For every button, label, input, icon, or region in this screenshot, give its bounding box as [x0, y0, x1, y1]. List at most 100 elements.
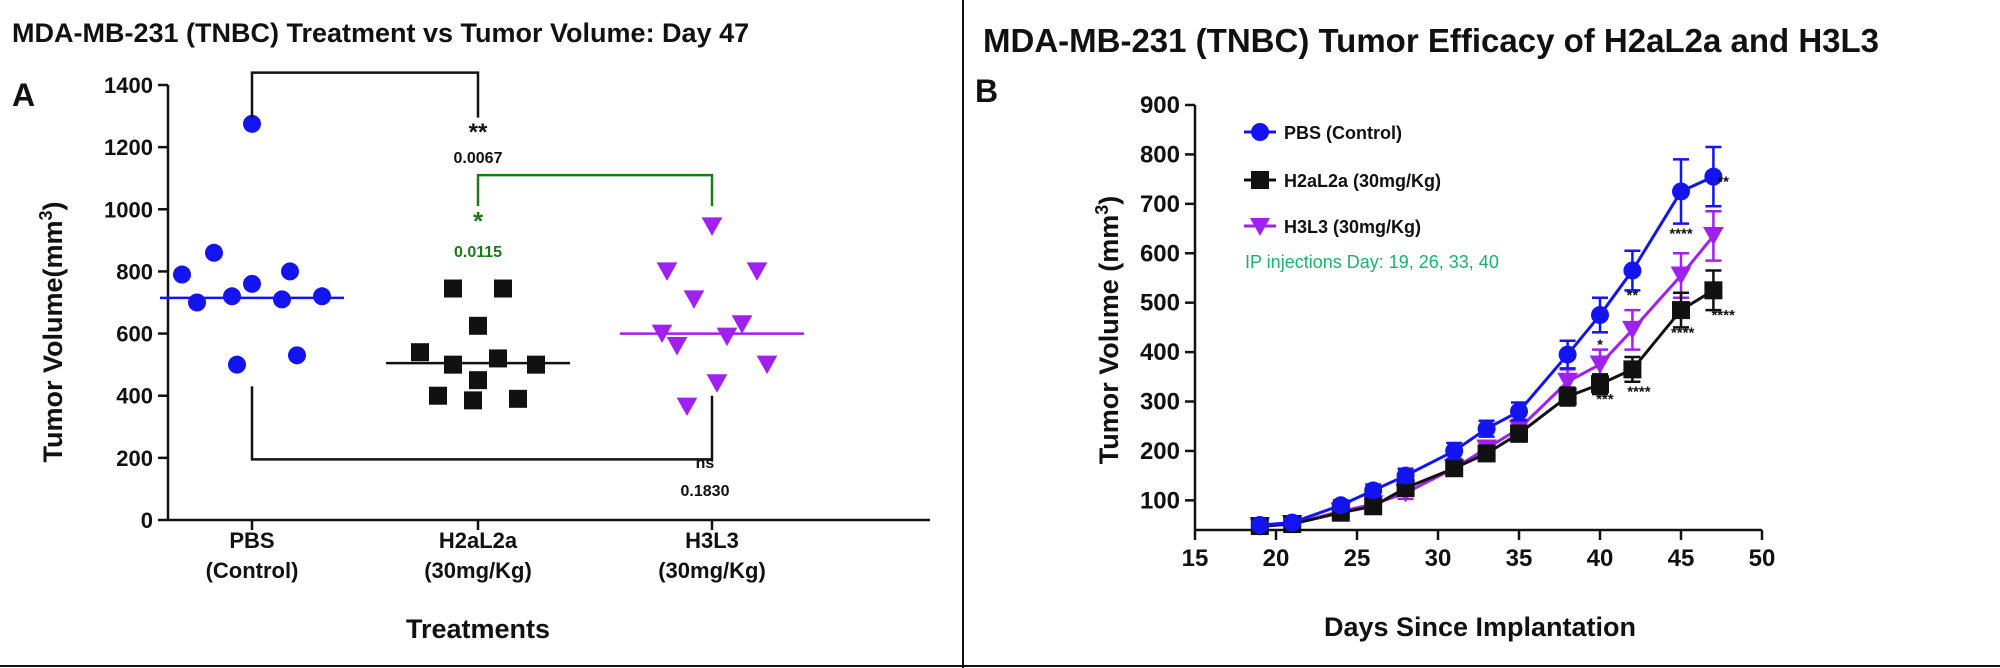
x-tick-label: 50 [1749, 545, 1776, 572]
p-value-label: 0.0067 [454, 150, 503, 167]
data-point [469, 371, 487, 390]
panel-a-title: MDA-MB-231 (TNBC) Treatment vs Tumor Vol… [12, 18, 749, 48]
y-tick-label: 300 [1140, 389, 1180, 416]
data-point [313, 287, 331, 306]
x-tick-label: H3L3 [685, 528, 739, 553]
x-tick-label: (30mg/Kg) [424, 558, 532, 583]
y-tick-label: 400 [116, 384, 153, 409]
x-tick-label: PBS [229, 528, 274, 553]
data-point [411, 343, 429, 362]
data-point [228, 355, 246, 374]
data-point [288, 346, 306, 365]
series-line [1259, 289, 1715, 528]
y-tick-label: 800 [116, 259, 153, 284]
y-tick-label: 0 [141, 508, 153, 533]
legend-label-h2al2a: H2aL2a (30mg/Kg) [1284, 171, 1441, 191]
comparison-bracket [250, 71, 480, 118]
data-point [464, 391, 482, 410]
data-point [1704, 167, 1723, 186]
data-point [666, 337, 688, 356]
legend-label-h3l3: H3L3 (30mg/Kg) [1284, 217, 1421, 237]
y-tick-label: 200 [116, 446, 153, 471]
significance-stars: ** [1717, 174, 1729, 191]
x-tick-label: 40 [1587, 545, 1614, 572]
data-point [1510, 424, 1528, 443]
data-point [706, 374, 728, 393]
data-point [494, 279, 512, 298]
data-point [1589, 355, 1611, 374]
significance-stars: ** [469, 119, 488, 146]
y-tick-label: 600 [1140, 240, 1180, 267]
significance-stars: * [1565, 397, 1571, 414]
panel-b-title: MDA-MB-231 (TNBC) Tumor Efficacy of H2aL… [983, 22, 1879, 59]
y-tick-label: 700 [1140, 191, 1180, 218]
y-tick-label: 800 [1140, 141, 1180, 168]
data-point [1557, 372, 1578, 392]
data-point [444, 355, 462, 374]
data-point [1510, 402, 1528, 421]
data-point [756, 355, 778, 375]
data-point [1623, 261, 1642, 280]
data-point [1364, 497, 1383, 516]
panel-a-xlabel: Treatments [406, 614, 550, 644]
comparison-bracket [250, 386, 714, 461]
y-tick-label: 600 [116, 322, 153, 347]
data-point [1445, 441, 1464, 460]
data-point [281, 262, 299, 281]
data-point [1364, 481, 1383, 500]
data-point [1477, 444, 1496, 463]
y-tick-label: 400 [1140, 339, 1180, 366]
data-point [223, 287, 241, 306]
x-tick-label: (Control) [206, 558, 299, 583]
data-point [489, 349, 507, 368]
data-point [1623, 360, 1642, 379]
data-point [273, 290, 291, 309]
panel-b-xlabel: Days Since Implantation [1324, 612, 1636, 642]
data-point [1672, 182, 1690, 201]
y-tick-label: 200 [1140, 438, 1180, 465]
data-point [1331, 496, 1350, 515]
data-point [1704, 281, 1723, 300]
data-point [469, 316, 487, 335]
y-tick-label: 1200 [104, 135, 153, 160]
data-point [1591, 306, 1609, 325]
data-point [1558, 387, 1577, 406]
data-point [243, 274, 261, 293]
x-tick-label: 30 [1425, 545, 1452, 572]
panel-a-ylabel: Tumor Volume(mm3) [36, 201, 68, 462]
data-point [509, 389, 527, 408]
x-tick-label: 45 [1668, 545, 1695, 572]
data-point [1622, 320, 1643, 340]
data-point [716, 327, 738, 347]
legend-label-pbs: PBS (Control) [1284, 123, 1402, 143]
data-point [1672, 301, 1690, 320]
x-tick-label: H2aL2a [439, 528, 518, 553]
significance-stars: **** [1671, 324, 1695, 341]
panel-b-plot: 100 200 300 400 500 600 700 800 900 15 20 25 30 35 40 4… [1140, 92, 1775, 572]
panel-b-ylabel: Tumor Volume (mm3) [1092, 196, 1124, 465]
data-point [701, 217, 723, 236]
data-point [1558, 345, 1577, 364]
significance-stars: ns [696, 455, 715, 472]
x-tick-label: 25 [1344, 545, 1371, 572]
panel-a-letter: A [12, 77, 35, 113]
y-tick-label: 1400 [104, 73, 153, 98]
data-point [1396, 466, 1415, 485]
data-point [1283, 513, 1302, 532]
data-point [188, 293, 206, 312]
significance-stars: **** [1711, 307, 1735, 324]
data-point [429, 386, 447, 405]
panel-b-letter: B [975, 73, 998, 109]
significance-stars: * [473, 206, 484, 236]
x-tick-label: (30mg/Kg) [658, 558, 766, 583]
data-point [656, 262, 678, 281]
data-point [1591, 375, 1609, 394]
data-point [1670, 266, 1692, 285]
data-point [746, 262, 768, 281]
data-point [527, 355, 545, 374]
comparison-bracket [476, 173, 714, 207]
data-point [676, 397, 698, 417]
data-point [1250, 516, 1269, 535]
x-tick-label: 15 [1182, 545, 1209, 572]
